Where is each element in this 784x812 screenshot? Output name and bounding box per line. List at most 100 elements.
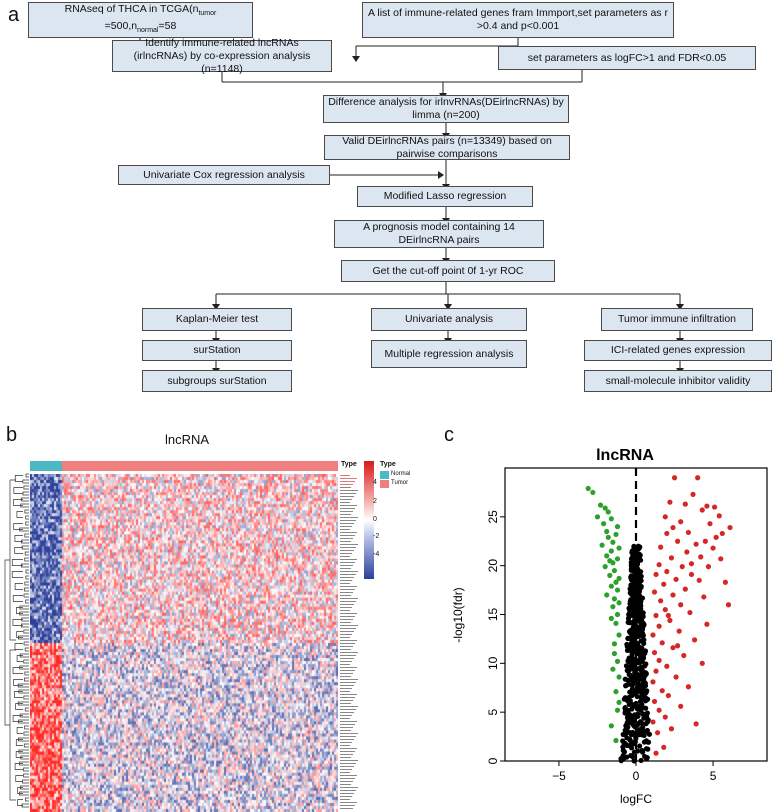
univariate-cox-text: Univariate Cox regression analysis [143,168,305,181]
volcano-point [610,604,616,610]
volcano-point [614,707,621,713]
y-axis-label: -log10(fdr) [451,587,465,642]
volcano-point-nonsig [636,676,643,683]
row-label-mark [340,580,352,581]
row-label-mark [340,685,354,686]
row-label-mark [340,697,355,698]
row-label-mark [340,757,351,758]
volcano-point [662,607,668,613]
row-label-mark [340,535,355,536]
volcano-point [693,721,699,727]
row-label-mark [340,688,352,689]
volcano-point [678,703,684,709]
volcano-point [616,575,622,581]
x-tick-label: 5 [710,769,717,783]
volcano-point [613,737,619,744]
volcano-point-nonsig [627,712,633,718]
set-params-text: set parameters as logFC>1 and FDR<0.05 [527,51,727,64]
row-label-mark [340,700,353,701]
row-label-mark [340,646,353,647]
row-label-mark [340,496,354,497]
row-label-mark [340,682,356,683]
row-label-mark [340,583,350,584]
row-label-mark [340,715,352,716]
volcano-point [685,684,692,690]
volcano-point [673,576,679,582]
row-label-mark [340,745,350,746]
volcano-point-nonsig [632,606,638,613]
lasso-text: Modified Lasso regression [383,190,507,202]
volcano-point-nonsig [644,710,650,716]
y-tick-label: 5 [486,709,500,716]
box-tumor-immune: Tumor immune infiltration [601,308,753,331]
row-label-mark [340,694,357,695]
volcano-point [665,612,671,619]
row-label-mark [340,493,356,494]
volcano-point-nonsig [627,610,633,616]
volcano-point [664,530,670,537]
row-label-mark [340,607,352,608]
volcano-points [585,475,733,764]
volcano-point-nonsig [627,729,633,736]
volcano-point-nonsig [643,670,649,677]
row-label-mark [340,760,358,761]
volcano-point-nonsig [637,573,643,579]
row-label-mark [340,658,354,659]
volcano-point-nonsig [638,707,644,713]
volcano-point-nonsig [623,663,630,669]
volcano-point [659,640,665,646]
volcano-point-nonsig [625,615,632,621]
volcano-point-nonsig [641,677,647,683]
row-label-mark [340,556,350,557]
volcano-point-nonsig [628,627,634,633]
row-label-mark [340,667,357,668]
volcano-point-nonsig [636,728,642,734]
row-label-mark [340,769,352,770]
volcano-point-nonsig [627,736,633,742]
volcano-point [651,698,658,705]
volcano-point [670,592,676,598]
color-scale-bar [364,461,374,579]
row-label-mark [340,730,351,731]
row-label-mark [340,517,358,518]
volcano-point-nonsig [638,617,645,623]
row-label-mark [340,733,358,734]
volcano-point [654,730,661,736]
volcano-point [727,524,733,531]
difference-text: Difference analysis for irlnvRNAs(DEirln… [328,96,564,121]
volcano-point-nonsig [622,710,628,716]
volcano-point [610,539,616,545]
volcano-point [614,611,621,618]
volcano-point-nonsig [640,649,646,655]
row-label-mark [340,490,358,491]
volcano-point [616,674,622,680]
volcano-point [704,621,710,627]
volcano-point [662,714,668,720]
row-label-mark [340,541,351,542]
row-label-mark [340,664,350,665]
heatmap-title: lncRNA [165,432,210,447]
volcano-point [684,549,690,555]
volcano-point [614,658,621,664]
row-label-mark [340,559,357,560]
volcano-point-nonsig [638,757,644,764]
box-ici: ICI-related genes expression [584,340,772,361]
y-tick-label: 15 [486,608,500,622]
univariate-text: Univariate analysis [404,313,494,325]
volcano-point [664,663,670,669]
volcano-point [670,524,676,531]
volcano-point [607,558,613,564]
volcano-point [656,657,662,664]
box-multiple-regression: Multiple regression analysis [371,340,527,368]
volcano-point [707,521,713,527]
volcano-point-nonsig [631,723,637,729]
color-scale-tick-neg2: -2 [373,533,380,540]
volcano-point [605,534,611,540]
volcano-point [611,567,618,574]
row-label-mark [340,592,353,593]
volcano-point [661,581,667,587]
volcano-point [670,645,676,651]
volcano-point [682,501,688,507]
